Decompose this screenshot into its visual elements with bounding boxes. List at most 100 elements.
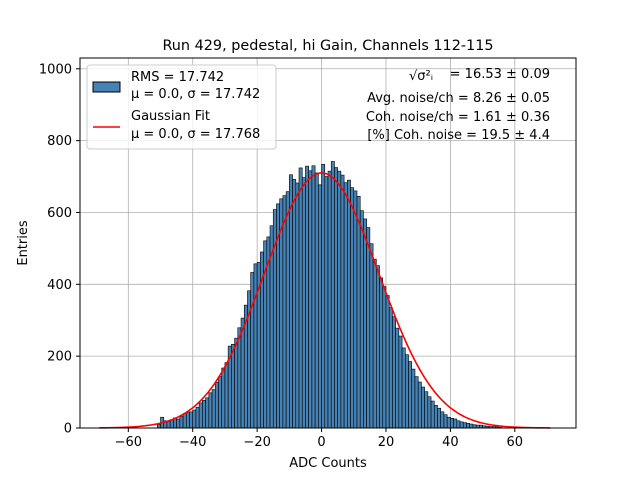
histogram-bar bbox=[353, 190, 358, 429]
histogram-bar bbox=[295, 182, 300, 429]
histogram-bar bbox=[185, 412, 190, 429]
histogram-bar bbox=[189, 411, 194, 429]
x-axis-label: ADC Counts bbox=[289, 456, 367, 471]
y-axis-ticks: 0 200 400 600 800 1000 bbox=[39, 62, 80, 437]
legend: RMS = 17.742 μ = 0.0, σ = 17.742 Gaussia… bbox=[86, 64, 277, 150]
histogram-bar bbox=[214, 382, 219, 429]
annotation-avg-noise: Avg. noise/ch = 8.26 ± 0.05 bbox=[367, 91, 550, 106]
histogram-bar bbox=[224, 362, 229, 429]
histogram-bar bbox=[359, 210, 364, 429]
legend-histogram-line1: RMS = 17.742 bbox=[131, 70, 224, 85]
histogram-bar bbox=[421, 386, 425, 429]
histogram-bar bbox=[343, 182, 348, 429]
y-tick-label: 400 bbox=[47, 278, 72, 293]
histogram-bar bbox=[208, 392, 213, 429]
histogram-bar bbox=[327, 170, 332, 429]
histogram-bar bbox=[363, 218, 367, 429]
y-tick-label: 0 bbox=[64, 422, 72, 437]
x-tick-label: 60 bbox=[507, 435, 524, 450]
histogram-bar bbox=[366, 227, 371, 429]
histogram-bar bbox=[456, 420, 461, 429]
histogram-bar bbox=[446, 416, 451, 429]
x-tick-label: −40 bbox=[179, 435, 206, 450]
histogram-bar bbox=[466, 423, 471, 429]
histogram-bar bbox=[221, 367, 226, 429]
legend-fit-line2: μ = 0.0, σ = 17.768 bbox=[131, 127, 260, 142]
histogram-bar bbox=[169, 419, 174, 429]
histogram-bar bbox=[198, 402, 203, 429]
histogram-bar bbox=[211, 389, 216, 429]
histogram-bar bbox=[459, 421, 464, 429]
histogram-bar bbox=[205, 397, 210, 429]
histogram-bar bbox=[202, 400, 206, 429]
histogram-bar bbox=[385, 295, 390, 429]
histogram-bar bbox=[411, 368, 416, 429]
x-tick-label: 0 bbox=[317, 435, 325, 450]
histogram-bar bbox=[234, 337, 239, 429]
legend-histogram-swatch bbox=[92, 81, 121, 93]
histogram-bar bbox=[253, 263, 258, 429]
histogram-bar bbox=[282, 195, 287, 429]
legend-fit-line1: Gaussian Fit bbox=[131, 109, 210, 124]
histogram-bar bbox=[231, 344, 235, 429]
histogram-bar bbox=[408, 361, 413, 429]
y-tick-label: 600 bbox=[47, 206, 72, 221]
histogram-bar bbox=[395, 327, 400, 429]
legend-box bbox=[86, 64, 277, 150]
histogram-bar bbox=[337, 170, 342, 429]
histogram-bar bbox=[292, 179, 297, 429]
histogram-bar bbox=[356, 196, 361, 429]
histogram-bar bbox=[250, 272, 255, 429]
histogram-bar bbox=[340, 174, 345, 429]
y-axis-label: Entries bbox=[16, 220, 31, 266]
y-tick-label: 800 bbox=[47, 134, 72, 149]
histogram-bar bbox=[401, 347, 406, 429]
y-tick-label: 1000 bbox=[39, 62, 72, 77]
histogram-bar bbox=[453, 418, 458, 429]
histogram-bar bbox=[398, 335, 403, 429]
histogram-bar bbox=[285, 191, 290, 429]
histogram-bar bbox=[427, 396, 432, 429]
plot-frame bbox=[79, 57, 577, 429]
histogram-bar bbox=[192, 409, 197, 429]
histogram-bar bbox=[392, 316, 396, 429]
histogram-bar bbox=[379, 277, 384, 429]
x-axis-ticks: −60 −40 −20 0 20 40 60 bbox=[115, 428, 523, 450]
histogram-bar bbox=[372, 258, 377, 429]
histogram-bar bbox=[324, 176, 329, 429]
legend-histogram-line2: μ = 0.0, σ = 17.742 bbox=[131, 87, 260, 102]
annotation-sigma-symbol: √σ²ᵢ bbox=[409, 69, 433, 84]
x-tick-label: 20 bbox=[378, 435, 395, 450]
histogram-bar bbox=[314, 172, 319, 429]
histogram-bar bbox=[179, 416, 184, 429]
histogram-bar bbox=[305, 165, 309, 429]
histogram-bar bbox=[450, 418, 454, 429]
histogram-bar bbox=[311, 165, 316, 429]
histogram-bar bbox=[321, 164, 326, 429]
histogram-bar bbox=[298, 167, 303, 429]
histogram-bar bbox=[347, 179, 351, 429]
histogram-bar bbox=[301, 177, 306, 429]
histogram-bar bbox=[430, 400, 435, 429]
histogram-bar bbox=[156, 424, 161, 429]
histogram-bar bbox=[469, 423, 474, 429]
histogram-bar bbox=[308, 170, 313, 429]
x-tick-label: −60 bbox=[115, 435, 142, 450]
histogram-bar bbox=[417, 381, 422, 429]
chart-title: Run 429, pedestal, hi Gain, Channels 112… bbox=[162, 38, 493, 54]
histogram-bar bbox=[240, 317, 245, 429]
histogram-bar bbox=[166, 421, 171, 429]
histogram-bar bbox=[440, 411, 445, 429]
histogram-bar bbox=[414, 376, 419, 429]
y-tick-label: 200 bbox=[47, 350, 72, 365]
annotation-coh-noise: Coh. noise/ch = 1.61 ± 0.36 bbox=[366, 110, 550, 125]
histogram-bar bbox=[237, 327, 242, 429]
histogram-bar bbox=[318, 184, 322, 429]
histogram-bar bbox=[195, 406, 200, 429]
histogram-bar bbox=[350, 187, 355, 429]
histogram-bar bbox=[182, 413, 187, 429]
histogram-bar bbox=[424, 391, 429, 429]
histogram-bar bbox=[330, 161, 335, 429]
histogram-bar bbox=[176, 418, 181, 429]
